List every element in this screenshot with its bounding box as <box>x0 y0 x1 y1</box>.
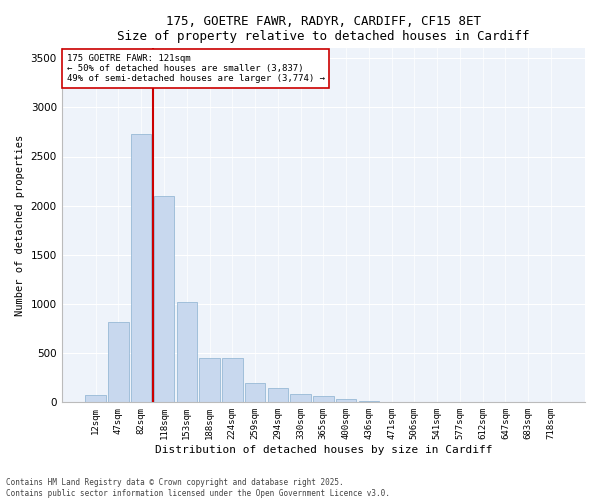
Bar <box>154 196 174 402</box>
Bar <box>336 400 356 402</box>
Bar <box>199 358 220 403</box>
Bar <box>268 388 288 402</box>
Text: 175 GOETRE FAWR: 121sqm
← 50% of detached houses are smaller (3,837)
49% of semi: 175 GOETRE FAWR: 121sqm ← 50% of detache… <box>67 54 325 84</box>
Title: 175, GOETRE FAWR, RADYR, CARDIFF, CF15 8ET
Size of property relative to detached: 175, GOETRE FAWR, RADYR, CARDIFF, CF15 8… <box>117 15 530 43</box>
Bar <box>359 401 379 402</box>
Bar <box>290 394 311 402</box>
Y-axis label: Number of detached properties: Number of detached properties <box>15 134 25 316</box>
Bar <box>176 302 197 402</box>
Bar <box>313 396 334 402</box>
Text: Contains HM Land Registry data © Crown copyright and database right 2025.
Contai: Contains HM Land Registry data © Crown c… <box>6 478 390 498</box>
Bar <box>108 322 129 402</box>
Bar <box>131 134 151 402</box>
Bar <box>245 382 265 402</box>
Bar <box>222 358 242 403</box>
Bar <box>85 395 106 402</box>
X-axis label: Distribution of detached houses by size in Cardiff: Distribution of detached houses by size … <box>155 445 492 455</box>
